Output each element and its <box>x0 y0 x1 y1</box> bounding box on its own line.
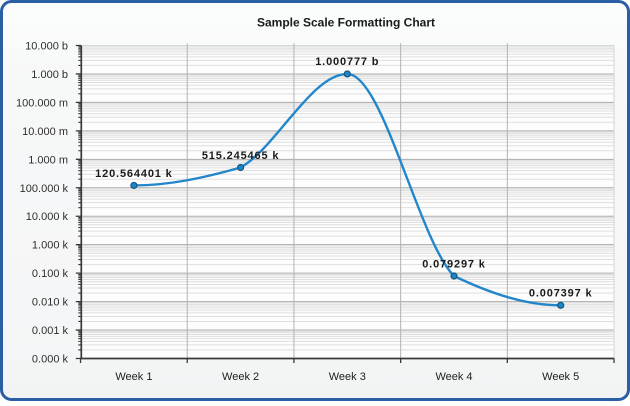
svg-text:0.000 k: 0.000 k <box>32 354 69 366</box>
svg-text:0.007397 k: 0.007397 k <box>529 288 593 300</box>
svg-text:Week 4: Week 4 <box>435 371 472 383</box>
svg-text:515.245465 k: 515.245465 k <box>202 150 280 162</box>
svg-text:1.000 m: 1.000 m <box>28 154 68 166</box>
svg-text:0.001 k: 0.001 k <box>32 325 69 337</box>
svg-text:Sample Scale Formatting Chart: Sample Scale Formatting Chart <box>257 16 435 30</box>
svg-text:10.000 b: 10.000 b <box>25 41 68 53</box>
svg-text:10.000 k: 10.000 k <box>26 211 69 223</box>
svg-text:100.000 k: 100.000 k <box>20 183 69 195</box>
svg-text:0.010 k: 0.010 k <box>32 297 69 309</box>
svg-text:Week 1: Week 1 <box>115 371 152 383</box>
svg-text:Week 2: Week 2 <box>222 371 259 383</box>
svg-text:1.000777 b: 1.000777 b <box>315 56 379 68</box>
svg-text:Week 3: Week 3 <box>329 371 366 383</box>
svg-text:120.564401 k: 120.564401 k <box>95 168 173 180</box>
svg-text:10.000 m: 10.000 m <box>22 126 68 138</box>
svg-text:0.079297 k: 0.079297 k <box>422 258 486 270</box>
svg-text:1.000 k: 1.000 k <box>32 240 69 252</box>
svg-text:0.100 k: 0.100 k <box>32 268 69 280</box>
svg-text:100.000 m: 100.000 m <box>16 97 68 109</box>
svg-text:1.000 b: 1.000 b <box>31 69 68 81</box>
svg-text:Week 5: Week 5 <box>542 371 579 383</box>
